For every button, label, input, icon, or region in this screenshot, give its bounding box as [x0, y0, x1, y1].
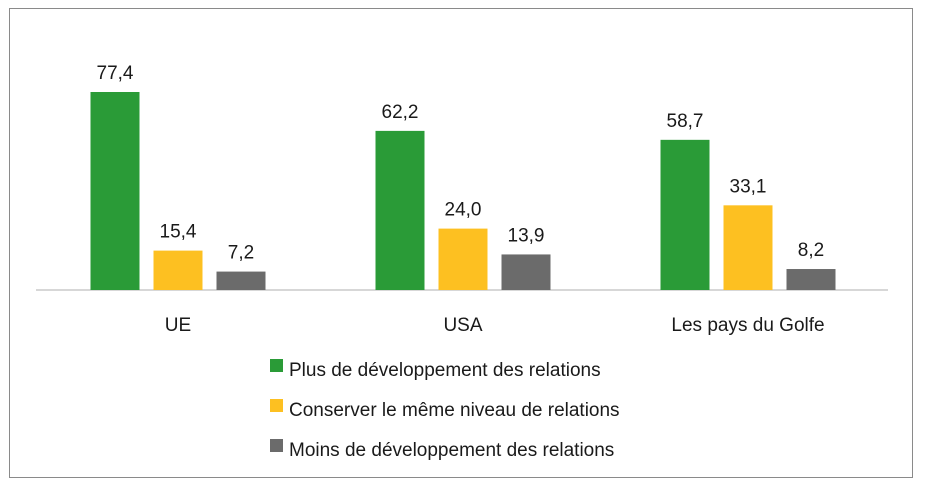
- bar: [723, 205, 773, 290]
- bar: [375, 130, 425, 290]
- bar-value-label: 33,1: [730, 176, 767, 197]
- bar: [786, 269, 836, 290]
- category-label: USA: [443, 315, 482, 336]
- bar-value-label: 13,9: [508, 225, 545, 246]
- category-labels-group: UE USA Les pays du Golfe: [165, 315, 825, 336]
- bars-group: [90, 92, 836, 290]
- category-label: Les pays du Golfe: [671, 315, 824, 336]
- legend-swatch: [270, 399, 283, 412]
- legend-swatch: [270, 359, 283, 372]
- bar: [90, 92, 140, 290]
- legend-label: Moins de développement des relations: [289, 440, 614, 461]
- value-labels-group: 77,4 15,4 7,2 62,2 24,0 13,9 58,7 33,1 8,2: [97, 63, 825, 264]
- bar-value-label: 62,2: [382, 102, 419, 123]
- bar: [216, 271, 266, 290]
- bar-value-label: 77,4: [97, 63, 134, 84]
- category-label: UE: [165, 315, 191, 336]
- legend-swatch: [270, 439, 283, 452]
- bar: [153, 250, 203, 290]
- bar: [501, 254, 551, 290]
- bar-value-label: 15,4: [160, 222, 197, 243]
- bar-value-label: 58,7: [667, 111, 704, 132]
- legend-label: Conserver le même niveau de relations: [289, 400, 620, 421]
- bar-value-label: 8,2: [798, 240, 824, 261]
- legend: Plus de développement des relations Conse…: [270, 359, 620, 461]
- bar: [660, 139, 710, 290]
- legend-label: Plus de développement des relations: [289, 360, 601, 381]
- bar-value-label: 7,2: [228, 243, 254, 264]
- bar: [438, 228, 488, 290]
- bar-value-label: 24,0: [445, 200, 482, 221]
